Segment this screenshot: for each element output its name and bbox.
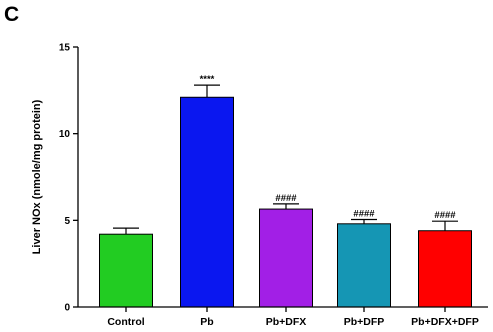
y-tick-label: 10 xyxy=(59,129,71,140)
y-tick-label: 5 xyxy=(64,216,70,227)
bar-pb-dfx-dfp xyxy=(418,230,472,308)
x-tick-label: Pb xyxy=(200,316,213,327)
significance-label: #### xyxy=(434,210,456,221)
bar-pb-dfx xyxy=(259,208,313,308)
error-bars xyxy=(113,84,458,235)
y-tick-label: 0 xyxy=(64,303,70,314)
x-tick-label: Pb+DFX xyxy=(266,316,307,327)
y-axis-ticks: 0 5 10 15 xyxy=(59,43,78,314)
x-axis-ticks: Control Pb Pb+DFX Pb+DFP Pb+DFX+DFP xyxy=(107,307,479,328)
y-tick-label: 15 xyxy=(59,43,71,54)
significance-label: #### xyxy=(275,193,297,204)
panel-letter: C xyxy=(4,3,19,26)
x-tick-label: Pb+DFP xyxy=(344,316,385,327)
x-tick-label: Control xyxy=(107,316,144,327)
bar-control xyxy=(99,233,153,308)
bar-pb-dfp xyxy=(337,223,391,308)
x-tick-label: Pb+DFX+DFP xyxy=(411,316,479,327)
bar-pb xyxy=(180,96,234,308)
significance-label: **** xyxy=(200,74,215,85)
significance-label: #### xyxy=(353,208,375,219)
significance-labels: **** #### #### #### xyxy=(200,74,457,221)
y-axis-title: Liver NOx (nmole/mg protein) xyxy=(31,99,43,254)
